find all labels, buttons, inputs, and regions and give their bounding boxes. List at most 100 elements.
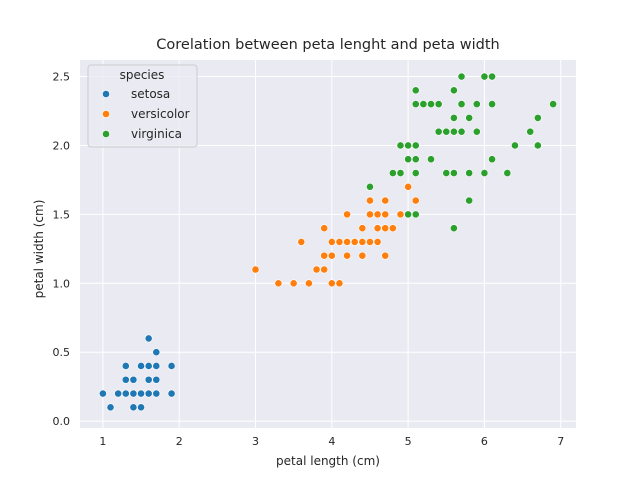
- legend-marker-virginica: [102, 130, 110, 138]
- data-point-versicolor: [312, 265, 321, 274]
- y-tick-label: 0.5: [53, 346, 71, 359]
- y-tick-label: 2.5: [53, 71, 71, 84]
- data-point-virginica: [533, 141, 542, 150]
- x-tick-label: 1: [99, 435, 106, 448]
- data-point-versicolor: [327, 279, 336, 288]
- data-point-virginica: [434, 127, 443, 136]
- data-point-setosa: [144, 362, 153, 370]
- data-point-virginica: [450, 169, 458, 177]
- data-point-virginica: [366, 182, 374, 191]
- data-point-setosa: [137, 389, 145, 398]
- data-point-versicolor: [251, 265, 260, 274]
- x-tick-label: 2: [176, 435, 183, 448]
- data-point-versicolor: [358, 224, 367, 233]
- data-point-setosa: [137, 403, 145, 412]
- data-point-versicolor: [274, 279, 283, 288]
- y-tick-label: 1.0: [53, 277, 71, 290]
- data-point-versicolor: [350, 238, 359, 246]
- data-point-versicolor: [388, 224, 397, 233]
- data-point-versicolor: [366, 210, 374, 219]
- data-point-versicolor: [297, 238, 306, 246]
- data-point-virginica: [411, 155, 420, 164]
- data-point-virginica: [404, 141, 413, 150]
- tick-labels: 1 2 3 4 5 6 7 0.0 0.5 1.0 1.5 2.0 2.5: [53, 71, 565, 448]
- data-point-versicolor: [358, 238, 367, 246]
- data-point-virginica: [411, 210, 420, 219]
- legend-label-setosa: setosa: [131, 87, 170, 101]
- data-point-setosa: [137, 362, 145, 370]
- data-point-versicolor: [373, 238, 382, 246]
- data-points: [98, 72, 558, 412]
- data-point-virginica: [465, 196, 474, 205]
- x-tick-label: 5: [405, 435, 412, 448]
- data-point-setosa: [129, 389, 138, 398]
- data-point-versicolor: [343, 251, 351, 260]
- data-point-versicolor: [343, 210, 351, 219]
- legend-title: species: [120, 68, 165, 82]
- x-axis-label: petal length (cm): [276, 454, 380, 468]
- data-point-virginica: [488, 72, 496, 81]
- legend-box: [87, 64, 198, 148]
- y-tick-label: 2.0: [53, 139, 71, 152]
- data-point-virginica: [427, 100, 435, 109]
- data-point-virginica: [480, 72, 489, 81]
- data-point-virginica: [388, 169, 397, 177]
- data-point-versicolor: [320, 251, 329, 260]
- data-point-virginica: [450, 86, 458, 95]
- x-tick-label: 7: [557, 435, 564, 448]
- data-point-setosa: [106, 403, 115, 412]
- data-point-versicolor: [289, 279, 298, 288]
- data-point-setosa: [144, 389, 153, 398]
- data-point-versicolor: [305, 279, 313, 288]
- legend-label-versicolor: versicolor: [131, 107, 190, 121]
- data-point-virginica: [411, 86, 420, 95]
- legend-marker-setosa: [102, 90, 110, 98]
- data-point-setosa: [152, 389, 161, 398]
- data-point-versicolor: [373, 224, 382, 233]
- data-point-versicolor: [366, 196, 374, 205]
- data-point-setosa: [114, 389, 123, 398]
- data-point-virginica: [549, 100, 558, 109]
- y-tick-label: 1.5: [53, 208, 71, 221]
- data-point-setosa: [129, 375, 138, 384]
- data-point-virginica: [404, 155, 413, 164]
- data-point-virginica: [488, 155, 496, 164]
- data-point-virginica: [457, 72, 466, 81]
- data-point-virginica: [457, 127, 466, 136]
- data-point-versicolor: [381, 210, 390, 219]
- data-point-virginica: [411, 141, 420, 150]
- data-point-setosa: [167, 389, 176, 398]
- data-point-virginica: [457, 100, 466, 109]
- data-point-versicolor: [327, 238, 336, 246]
- data-point-virginica: [404, 210, 413, 219]
- data-point-versicolor: [320, 265, 329, 274]
- data-point-setosa: [129, 403, 138, 412]
- data-point-virginica: [442, 169, 451, 177]
- data-point-setosa: [144, 375, 153, 384]
- data-point-versicolor: [327, 251, 336, 260]
- data-point-virginica: [480, 169, 489, 177]
- data-point-setosa: [152, 348, 161, 357]
- data-point-setosa: [144, 334, 153, 343]
- data-point-virginica: [411, 100, 420, 109]
- data-point-virginica: [503, 169, 512, 177]
- chart-title: Corelation between peta lenght and peta …: [156, 37, 499, 53]
- y-tick-label: 0.0: [53, 415, 71, 428]
- legend-label-virginica: virginica: [131, 127, 182, 141]
- data-point-virginica: [465, 169, 474, 177]
- data-point-virginica: [450, 113, 458, 122]
- data-point-virginica: [488, 100, 496, 109]
- data-point-virginica: [465, 113, 474, 122]
- legend-items: setosa versicolor virginica: [102, 87, 190, 141]
- data-point-versicolor: [381, 251, 390, 260]
- data-point-setosa: [121, 362, 130, 370]
- data-point-versicolor: [404, 182, 413, 191]
- data-point-versicolor: [335, 238, 344, 246]
- data-point-versicolor: [358, 251, 367, 260]
- data-point-virginica: [434, 100, 443, 109]
- data-point-setosa: [152, 375, 161, 384]
- data-point-versicolor: [381, 196, 390, 205]
- x-tick-label: 4: [328, 435, 335, 448]
- x-tick-label: 6: [481, 435, 488, 448]
